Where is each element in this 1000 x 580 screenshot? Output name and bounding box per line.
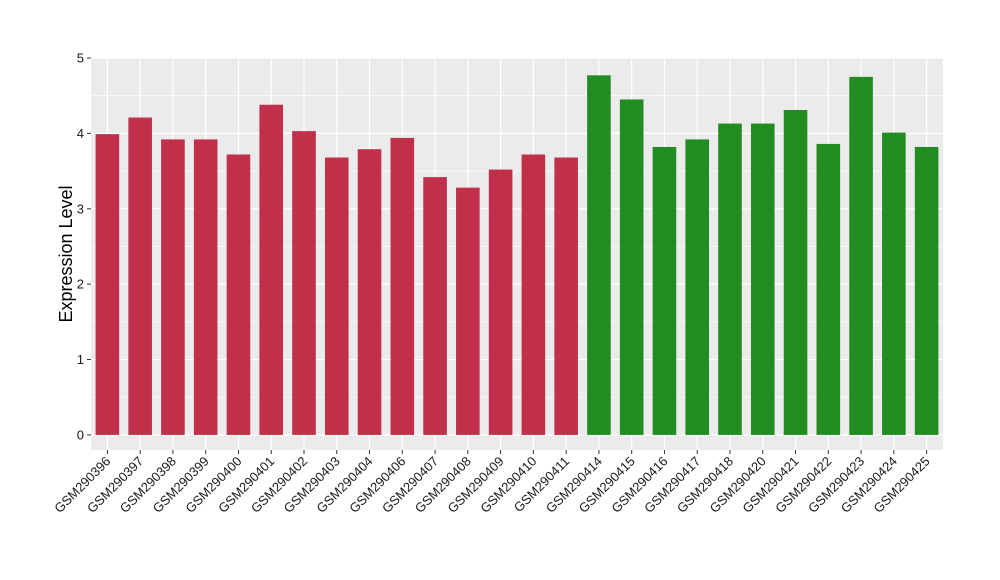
bar-gsm290404 xyxy=(357,149,382,435)
bar-gsm290411 xyxy=(554,157,578,435)
bar-gsm290416 xyxy=(652,146,677,435)
bar-gsm290414 xyxy=(587,75,611,435)
bar-gsm290408 xyxy=(456,187,480,435)
y-tick-label: 3 xyxy=(77,201,84,216)
bar-gsm290425 xyxy=(914,146,939,435)
bar-gsm290422 xyxy=(816,143,841,435)
bar-gsm290401 xyxy=(259,104,284,435)
bar-gsm290417 xyxy=(685,139,710,435)
bar-gsm290409 xyxy=(488,169,513,435)
y-axis-ticks: 0 1 2 3 4 5 xyxy=(77,51,91,442)
bar-gsm290397 xyxy=(128,117,152,435)
bar-gsm290423 xyxy=(849,76,873,435)
panel-background xyxy=(91,58,943,450)
bar-gsm290415 xyxy=(619,99,644,435)
y-tick-label: 4 xyxy=(77,126,84,141)
bar-gsm290398 xyxy=(161,139,185,435)
bar-gsm290424 xyxy=(882,132,906,435)
bar-gsm290396 xyxy=(95,134,120,435)
bar-gsm290418 xyxy=(718,123,742,435)
bar-gsm290403 xyxy=(324,157,349,435)
bar-gsm290410 xyxy=(521,154,546,435)
bar-gsm290400 xyxy=(226,154,251,435)
y-tick-label: 2 xyxy=(77,277,84,292)
x-axis-ticks: GSM290396GSM290397GSM290398GSM290399GSM2… xyxy=(51,450,933,516)
bar-gsm290399 xyxy=(193,139,218,435)
y-tick-label: 0 xyxy=(77,427,84,442)
bars xyxy=(95,75,939,435)
bar-gsm290402 xyxy=(292,131,316,435)
y-tick-label: 5 xyxy=(77,51,84,66)
y-tick-label: 1 xyxy=(77,352,84,367)
bar-gsm290406 xyxy=(390,137,415,435)
bar-gsm290407 xyxy=(423,177,447,435)
bar-gsm290420 xyxy=(750,123,775,435)
y-axis-title: Expression Level xyxy=(56,185,76,322)
bar-gsm290421 xyxy=(783,110,808,435)
